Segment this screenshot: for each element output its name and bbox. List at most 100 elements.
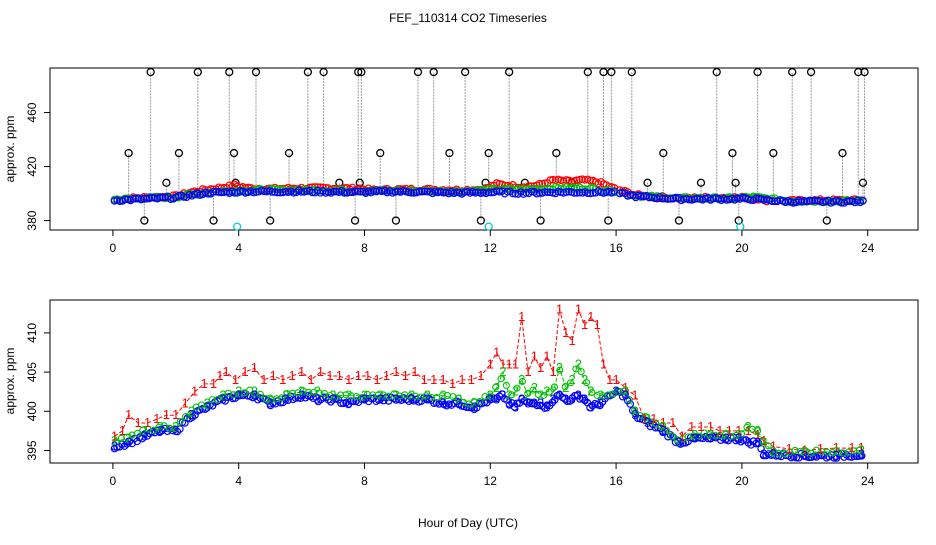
series-1-label: 1 — [449, 376, 456, 391]
series-1-label: 1 — [326, 368, 333, 383]
series-1-label: 1 — [251, 360, 258, 375]
series-2-label: 2 — [111, 433, 118, 448]
series-2-point — [572, 365, 580, 373]
series-1-label: 1 — [568, 333, 575, 348]
series-3-point — [297, 188, 306, 196]
series-2-point — [133, 429, 141, 437]
series-2-point — [283, 390, 291, 398]
series-2-label: 2 — [235, 384, 242, 399]
series-1-label: 1 — [735, 423, 742, 438]
series-2-point — [278, 394, 286, 402]
outlier-marker — [413, 67, 423, 77]
series-1-label: 1 — [537, 360, 544, 375]
series-1-label: 1 — [669, 415, 676, 430]
outlier-marker — [225, 67, 234, 77]
series-2-point — [251, 390, 259, 398]
series-2-point — [508, 391, 516, 399]
series-2-label: 2 — [801, 444, 808, 459]
series-1-point — [573, 176, 581, 184]
series-1-label: 1 — [487, 356, 494, 371]
series-2-point — [711, 431, 719, 439]
series-1-label: 1 — [716, 423, 723, 438]
series-3-point — [813, 197, 822, 205]
series-3-point — [583, 189, 592, 197]
outlier-marker — [193, 67, 202, 77]
series-2-label: 2 — [298, 384, 305, 399]
x-tick-label: 12 — [484, 474, 498, 488]
series-2-label: 2 — [597, 388, 604, 403]
series-2-point — [374, 391, 382, 399]
outlier-marker — [643, 178, 652, 187]
series-1-label: 1 — [317, 364, 324, 379]
x-tick-label: 16 — [609, 241, 623, 255]
series-3-point — [575, 188, 584, 197]
outlier-marker — [476, 216, 486, 225]
series-2-point — [454, 394, 462, 402]
series-3-point — [570, 189, 579, 197]
series-1-label: 1 — [191, 384, 198, 399]
outlier-marker — [505, 67, 514, 77]
series-3-point — [329, 187, 338, 196]
series-2-point — [625, 395, 633, 404]
series-3-label: 3 — [597, 395, 604, 410]
series-1-label: 1 — [411, 364, 418, 379]
series-2-point — [850, 447, 858, 455]
series-3-point — [626, 400, 635, 408]
series-2-point — [577, 368, 585, 376]
series-2-label: 2 — [568, 372, 575, 387]
series-2-label: 2 — [156, 419, 163, 434]
low-marker — [736, 222, 745, 231]
series-1-label: 1 — [182, 395, 189, 410]
series-1-label: 1 — [707, 419, 714, 434]
series-3-label: 3 — [506, 395, 513, 410]
series-1-label: 1 — [373, 372, 380, 387]
series-3-point — [685, 195, 694, 204]
series-2-point — [347, 392, 355, 400]
series-1-label: 1 — [477, 368, 484, 383]
series-2-label: 2 — [833, 444, 840, 459]
series-3-point — [679, 439, 687, 447]
outlier-marker — [854, 67, 863, 77]
series-1-label: 1 — [336, 368, 343, 383]
series-3-point — [562, 188, 571, 196]
top-y-axis-title: approx. ppm — [3, 116, 17, 183]
series-3-point — [268, 188, 276, 196]
series-3-label: 3 — [282, 392, 289, 407]
series-1-label: 1 — [270, 368, 277, 383]
series-3-label: 3 — [455, 395, 462, 410]
series-1-label: 1 — [524, 364, 531, 379]
outlier-marker — [607, 67, 616, 77]
series-2-label: 2 — [760, 435, 767, 450]
series-2-point — [310, 388, 318, 396]
series-2-point — [545, 388, 553, 396]
series-2-point — [796, 447, 804, 455]
series-1-label: 1 — [307, 372, 314, 387]
series-2-label: 2 — [660, 419, 667, 434]
series-3-label: 3 — [801, 448, 808, 463]
series-2-label: 2 — [471, 395, 478, 410]
series-3-label: 3 — [518, 392, 525, 407]
series-2-point — [481, 393, 489, 401]
series-2-point — [198, 401, 206, 409]
series-1-label: 1 — [606, 372, 613, 387]
outlier-marker — [376, 148, 385, 158]
series-2-label: 2 — [493, 380, 500, 395]
series-3-point — [533, 401, 541, 410]
outlier-marker — [674, 216, 684, 225]
series-3-label: 3 — [219, 392, 226, 407]
y-tick-label: 420 — [25, 156, 39, 176]
outlier-marker — [659, 148, 668, 158]
outlier-marker — [124, 148, 133, 158]
outlier-marker — [838, 148, 847, 158]
series-1-label: 1 — [650, 411, 657, 426]
series-1-label: 1 — [421, 372, 428, 387]
series-3-point — [209, 187, 218, 196]
outlier-marker — [303, 67, 313, 77]
top-plot-frame — [49, 67, 919, 231]
series-2-label: 2 — [518, 372, 525, 387]
series-3-point — [465, 403, 474, 412]
x-tick-label: 12 — [484, 241, 498, 255]
y-tick-label: 400 — [25, 401, 39, 421]
series-3-point — [658, 194, 667, 203]
